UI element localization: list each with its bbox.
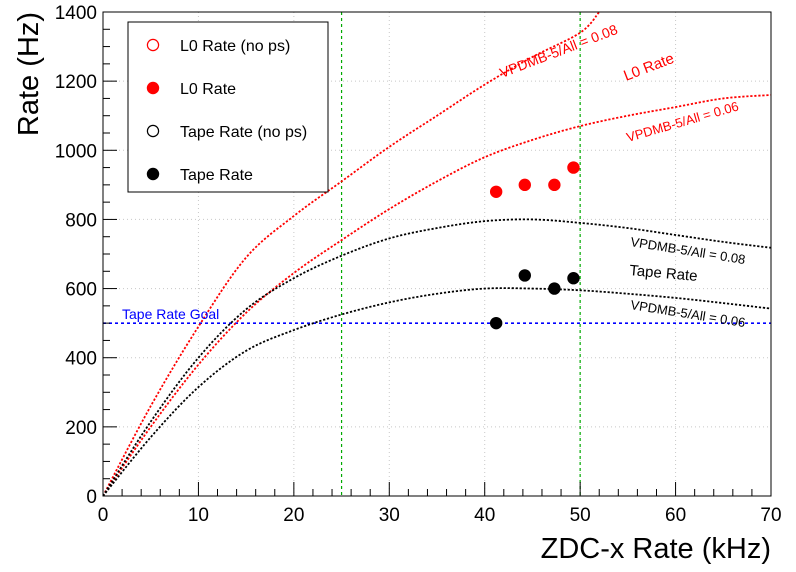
curve-annotation: VPDMB-5/All = 0.06	[625, 98, 741, 144]
legend-box	[127, 21, 329, 193]
data-point	[567, 161, 580, 174]
model-curve	[103, 218, 771, 496]
data-point	[548, 178, 561, 192]
x-tick-label: 30	[379, 505, 400, 526]
curve-annotation: L0 Rate	[621, 50, 676, 85]
model-curve	[103, 12, 600, 496]
legend-marker	[146, 38, 160, 52]
y-tick-label: 1200	[55, 72, 97, 93]
legend-label: L0 Rate (no ps)	[180, 38, 290, 55]
x-tick-label: 0	[98, 505, 109, 526]
x-tick-label: 10	[188, 505, 209, 526]
model-curve	[103, 287, 771, 496]
model-curves	[103, 12, 771, 496]
y-tick-label: 1000	[55, 141, 97, 162]
y-tick-label: 0	[86, 487, 97, 508]
curve-annotation: VPDMB-5/All = 0.08	[497, 21, 620, 81]
legend-marker	[146, 81, 160, 95]
data-point	[489, 185, 503, 198]
data-point	[489, 316, 503, 330]
y-tick-label: 200	[65, 418, 97, 439]
legend-label: L0 Rate	[180, 81, 236, 98]
x-tick-label: 40	[474, 505, 495, 526]
y-tick-label: 1400	[55, 3, 97, 24]
data-point	[518, 178, 531, 192]
data-point	[518, 269, 531, 282]
x-tick-label: 60	[665, 505, 686, 526]
x-tick-label: 50	[570, 505, 591, 526]
curve-annotation: VPDMB-5/All = 0.06	[630, 297, 747, 330]
y-tick-label: 800	[65, 210, 97, 231]
legend-marker	[146, 124, 160, 138]
x-tick-label: 70	[760, 505, 781, 526]
legend: L0 Rate (no ps) L0 Rate Tape Rate (no ps) T…	[127, 21, 329, 193]
axis-ticks: 0 10 20 30 40 50 60 70 0 200 400 600 800 1000 1200 1400	[55, 3, 782, 526]
y-tick-label: 400	[65, 349, 97, 370]
x-axis-title: ZDC-x Rate (kHz)	[541, 533, 771, 565]
legend-label: Tape Rate	[180, 167, 253, 184]
legend-marker	[146, 167, 160, 181]
curve-annotation: VPDMB-5/All = 0.08	[630, 234, 747, 267]
x-tick-label: 20	[283, 505, 304, 526]
y-tick-label: 600	[65, 280, 97, 301]
data-points	[489, 161, 580, 330]
tape-rate-goal-label: Tape Rate Goal	[122, 306, 219, 322]
curve-annotation: Tape Rate	[629, 262, 699, 285]
data-point	[567, 272, 580, 285]
y-axis-title: Rate (Hz)	[13, 12, 45, 136]
data-point	[548, 282, 561, 295]
reference-lines	[103, 12, 771, 496]
legend-label: Tape Rate (no ps)	[180, 124, 307, 141]
